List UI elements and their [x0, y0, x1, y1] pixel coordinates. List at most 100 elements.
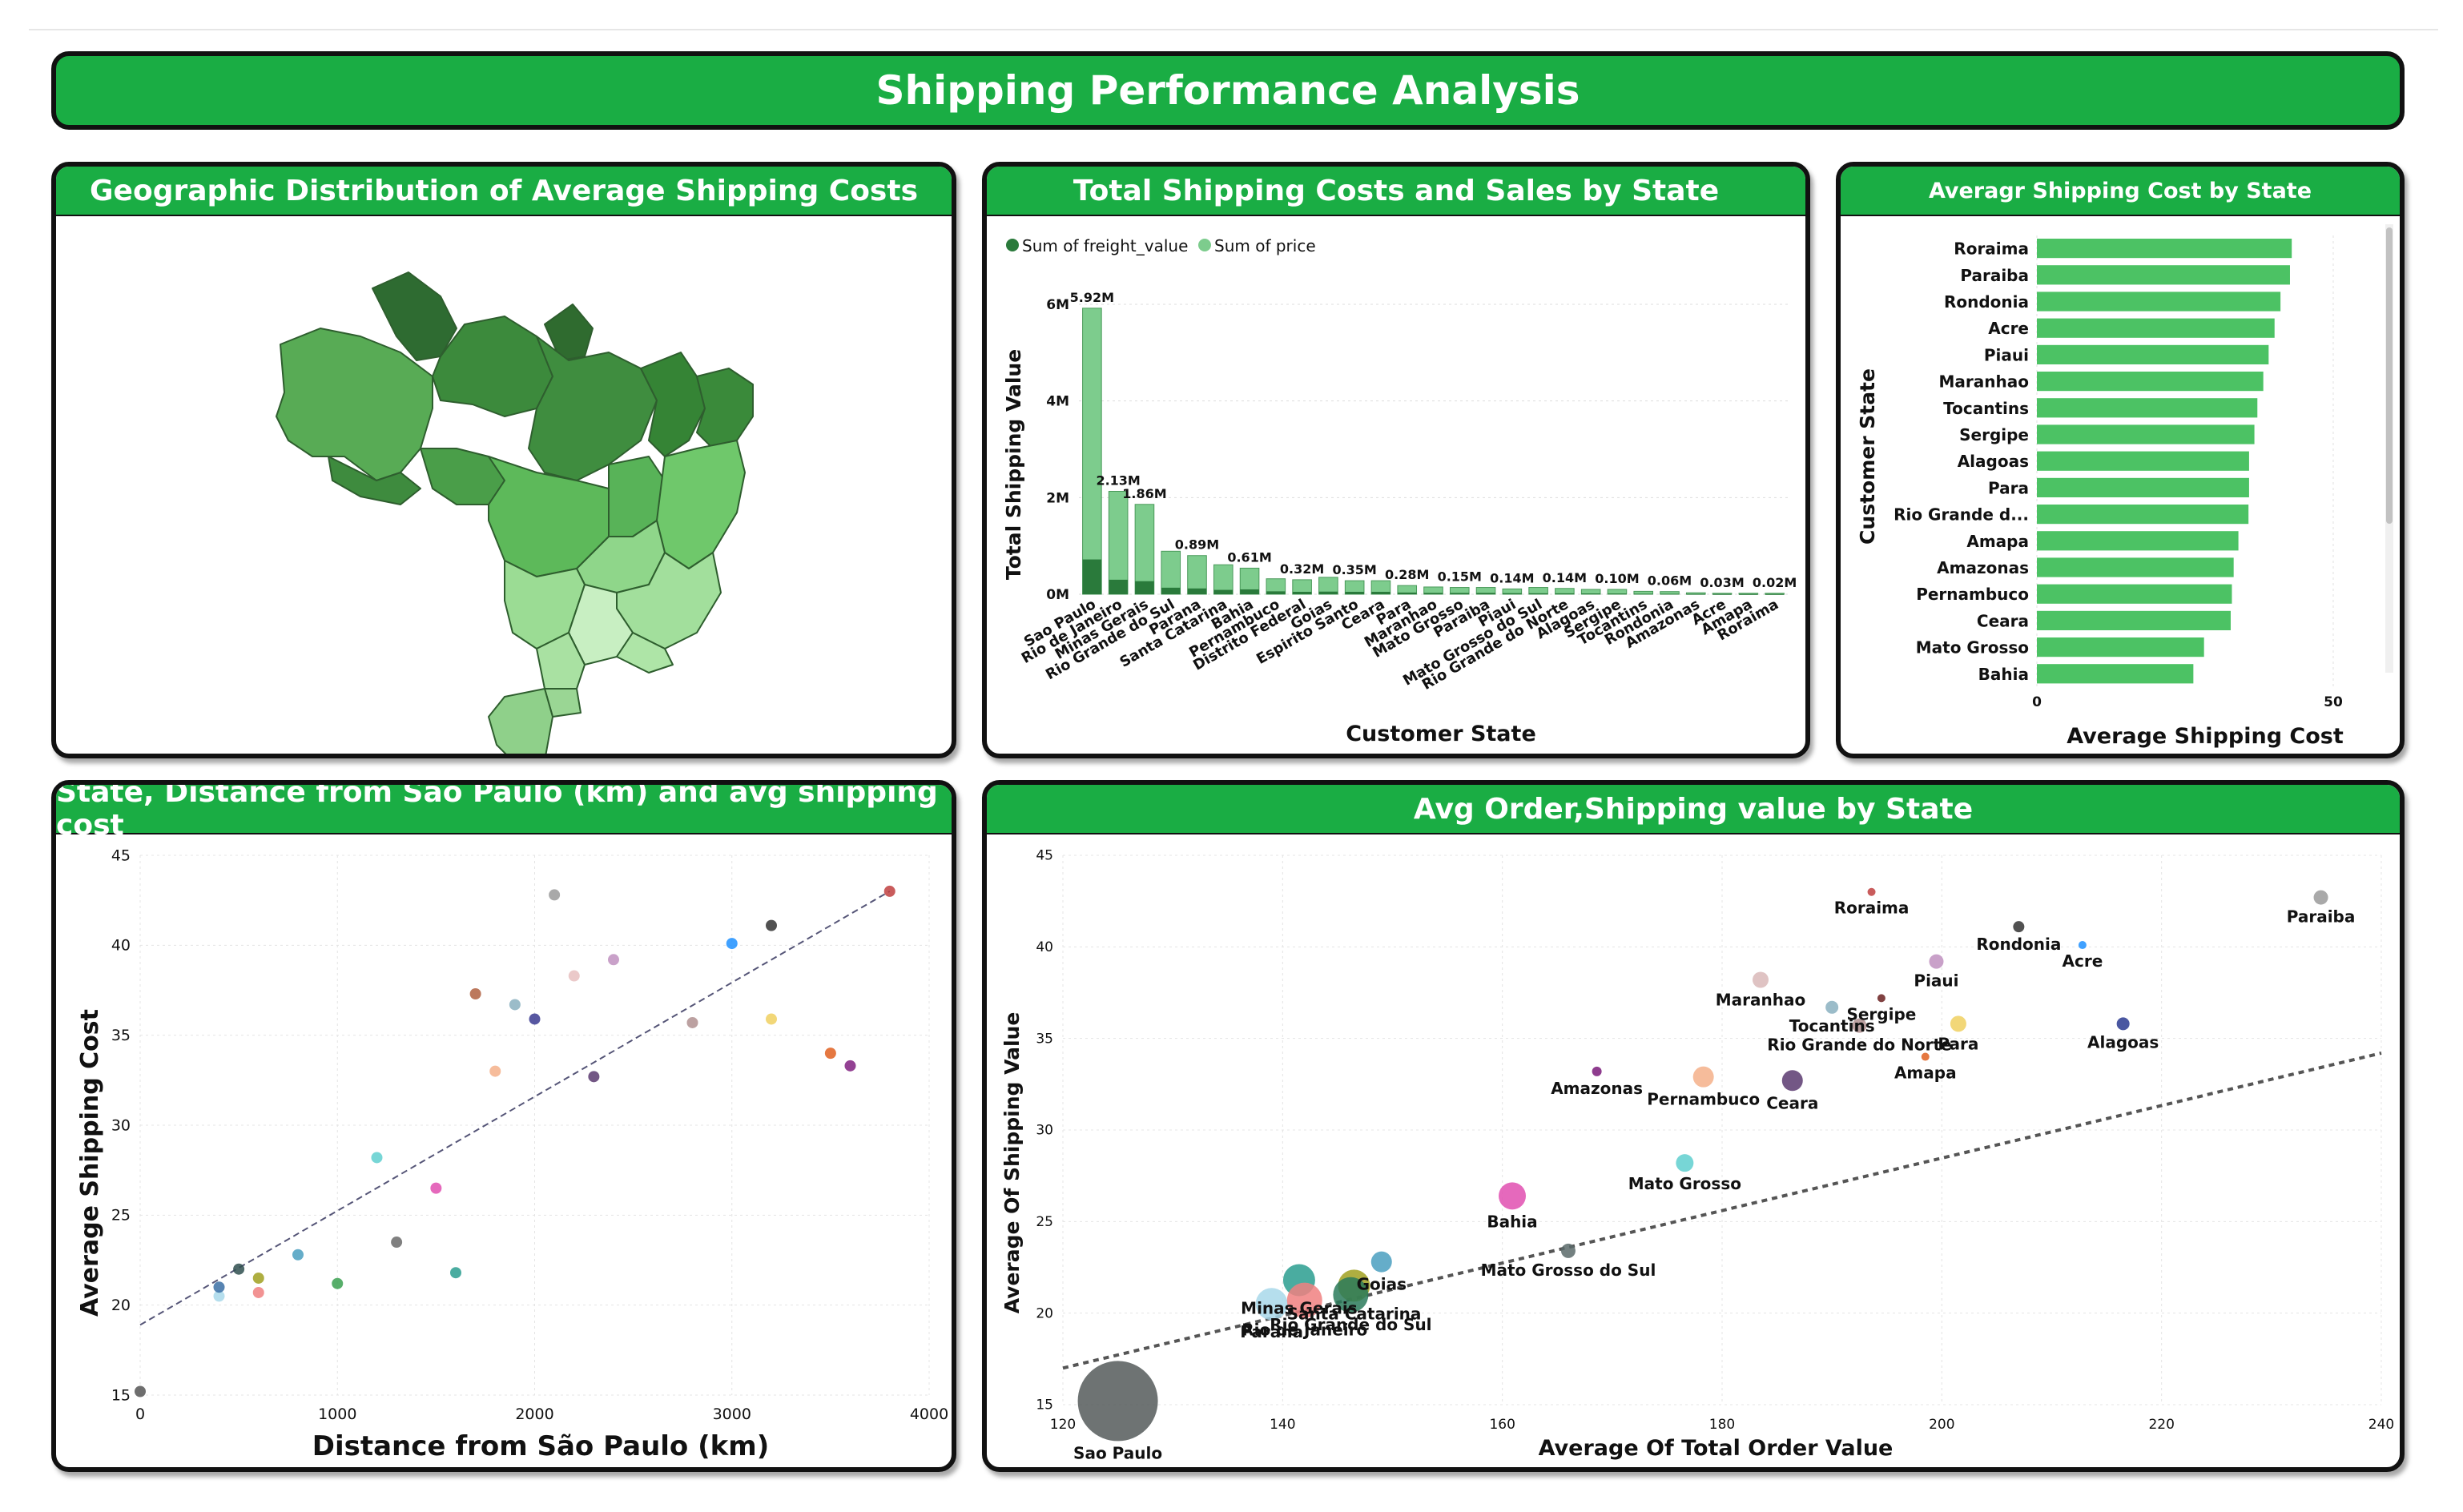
point[interactable]	[233, 1263, 245, 1275]
bar-price-sao-paulo[interactable]	[1082, 308, 1102, 595]
point-sergipe[interactable]	[1877, 994, 1885, 1003]
bar-piaui[interactable]	[2037, 344, 2269, 364]
point-maranhao[interactable]	[1753, 971, 1769, 988]
point[interactable]	[568, 970, 580, 982]
bar-freight-mato-grosso-do-sul[interactable]	[1528, 593, 1548, 594]
point[interactable]	[252, 1272, 264, 1284]
bar-price-mato-grosso-do-sul[interactable]	[1528, 587, 1548, 595]
bar-freight-ceara[interactable]	[1371, 591, 1390, 594]
point[interactable]	[469, 987, 481, 999]
point-rio-grande-do-sul[interactable]	[1333, 1277, 1369, 1313]
point[interactable]	[135, 1385, 146, 1397]
point-amazonas[interactable]	[1592, 1066, 1602, 1076]
point[interactable]	[252, 1286, 264, 1298]
distance-scatter[interactable]: 0 1000 2000 3000 4000 15 20 25 30 35 40 45 Distance…	[56, 834, 952, 1469]
point[interactable]	[608, 954, 619, 966]
point[interactable]	[391, 1237, 403, 1249]
scrollbar-thumb[interactable]	[2386, 227, 2393, 524]
bar-sergipe[interactable]	[2037, 424, 2255, 444]
bar-freight-maranhao[interactable]	[1423, 593, 1443, 594]
point[interactable]	[371, 1152, 383, 1164]
bar-price-minas-gerais[interactable]	[1134, 504, 1155, 595]
bar-freight-espirito-santo[interactable]	[1345, 591, 1364, 594]
bar-freight-acre[interactable]	[1712, 593, 1732, 595]
bar-rondonia[interactable]	[2037, 292, 2281, 312]
point[interactable]	[213, 1281, 225, 1293]
point-para[interactable]	[1950, 1015, 1966, 1032]
bar-maranhao[interactable]	[2037, 372, 2264, 392]
point[interactable]	[213, 1290, 225, 1302]
point-piaui[interactable]	[1929, 954, 1944, 969]
bar-freight-bahia[interactable]	[1240, 589, 1259, 594]
total-costs-chart[interactable]: Sum of freight_value Sum of price 0M 2M 4M…	[987, 216, 1805, 755]
bar-amapa[interactable]	[2037, 531, 2239, 551]
point[interactable]	[549, 889, 561, 901]
bar-paraiba[interactable]	[2037, 265, 2290, 285]
point[interactable]	[726, 938, 738, 950]
bar-freight-sao-paulo[interactable]	[1082, 559, 1102, 594]
point[interactable]	[509, 999, 521, 1011]
point-alagoas[interactable]	[2116, 1017, 2130, 1031]
point-mato-grosso[interactable]	[1676, 1154, 1694, 1172]
bar-freight-minas-gerais[interactable]	[1135, 581, 1154, 594]
point[interactable]	[588, 1071, 600, 1083]
bar-freight-para[interactable]	[1397, 592, 1417, 594]
point-paraiba[interactable]	[2313, 890, 2328, 905]
bar-freight-paraiba[interactable]	[1476, 593, 1495, 594]
map-region-rio-de-janeiro[interactable]	[616, 632, 674, 674]
order-shipping-scatter[interactable]: 120 140 160 180 200 220 240 15 20 25 30 35 40 45 Rora…	[987, 834, 2400, 1469]
avg-cost-chart[interactable]: 0 50 Roraima Paraiba Rondonia Acre Piaui Maran…	[1841, 216, 2400, 755]
point-pernambuco[interactable]	[1692, 1066, 1714, 1088]
map-region-sao-paulo[interactable]	[568, 584, 634, 666]
bar-freight-rio-grande-do-norte[interactable]	[1555, 593, 1575, 594]
map-region-maranhao[interactable]	[640, 352, 706, 457]
point-rio-grande-do-norte[interactable]	[1852, 1018, 1867, 1033]
bar-price-roraima[interactable]	[1765, 593, 1785, 595]
brazil-map[interactable]	[56, 216, 952, 755]
bar-amazonas[interactable]	[2037, 557, 2234, 577]
bar-freight-alagoas[interactable]	[1581, 593, 1600, 595]
map-region-acre[interactable]	[328, 456, 421, 505]
bar-freight-parana[interactable]	[1187, 588, 1207, 594]
point-tocantins[interactable]	[1825, 1000, 1839, 1014]
point-ceara[interactable]	[1781, 1070, 1803, 1092]
bar-price-rio-de-janeiro[interactable]	[1108, 490, 1129, 595]
point-parana[interactable]	[1255, 1288, 1288, 1321]
point[interactable]	[450, 1267, 461, 1279]
map-region-parana[interactable]	[536, 632, 586, 690]
bar-freight-rio-grande-do-sul[interactable]	[1161, 587, 1181, 594]
point[interactable]	[332, 1277, 344, 1289]
point-roraima[interactable]	[1867, 887, 1876, 896]
bar-freight-distrito-federal[interactable]	[1292, 591, 1312, 594]
bar-freight-santa-catarina[interactable]	[1213, 589, 1234, 594]
point-rio-de-janeiro[interactable]	[1286, 1282, 1322, 1318]
bar-freight-goias[interactable]	[1318, 591, 1338, 594]
point-acre[interactable]	[2078, 941, 2087, 950]
bar-price-sergipe[interactable]	[1607, 589, 1628, 595]
bar-freight-pernambuco[interactable]	[1266, 591, 1286, 594]
bar-ceara[interactable]	[2037, 610, 2231, 630]
bar-rio-grande-d[interactable]	[2037, 505, 2249, 525]
bar-roraima[interactable]	[2037, 239, 2292, 259]
point-bahia[interactable]	[1499, 1182, 1527, 1210]
bar-acre[interactable]	[2037, 318, 2275, 338]
bar-freight-amazonas[interactable]	[1686, 593, 1706, 595]
point[interactable]	[529, 1013, 541, 1025]
bar-freight-rio-de-janeiro[interactable]	[1109, 579, 1128, 594]
point[interactable]	[292, 1249, 304, 1261]
bar-price-santa-catarina[interactable]	[1213, 564, 1234, 595]
point-amapa[interactable]	[1921, 1052, 1930, 1061]
point-goias[interactable]	[1370, 1251, 1392, 1273]
point[interactable]	[430, 1182, 442, 1194]
point[interactable]	[489, 1065, 501, 1077]
point-mato-grosso-do-sul[interactable]	[1560, 1243, 1576, 1258]
bar-price-amapa[interactable]	[1738, 593, 1759, 595]
bar-mato-grosso[interactable]	[2037, 637, 2204, 657]
point[interactable]	[686, 1016, 698, 1028]
map-region-rio-grande-do-sul[interactable]	[488, 688, 553, 755]
bar-pernambuco[interactable]	[2037, 584, 2232, 604]
bar-freight-rondonia[interactable]	[1660, 593, 1680, 595]
point[interactable]	[883, 885, 895, 897]
point-rondonia[interactable]	[2013, 921, 2025, 933]
bar-freight-tocantins[interactable]	[1633, 593, 1653, 595]
